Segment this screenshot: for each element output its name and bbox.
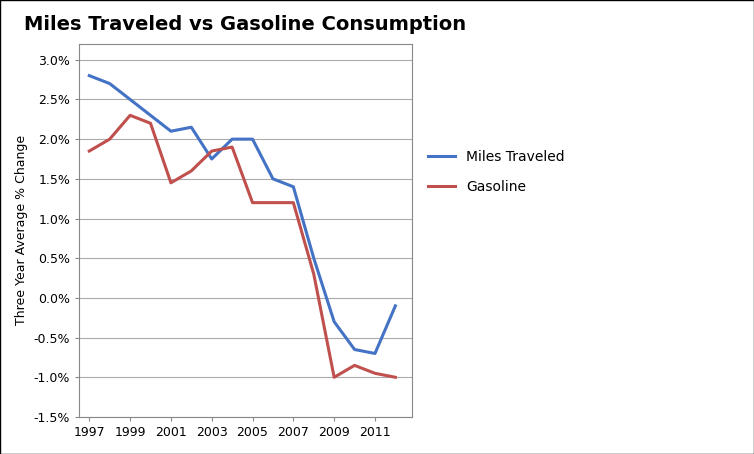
Title: Miles Traveled vs Gasoline Consumption: Miles Traveled vs Gasoline Consumption [24,15,467,34]
Gasoline [187,168,196,173]
Gasoline [248,200,257,205]
Gasoline [309,271,318,277]
Gasoline [228,144,237,150]
Gasoline [207,148,216,154]
Miles Traveled [126,97,135,102]
Gasoline [146,121,155,126]
Y-axis label: Three Year Average % Change: Three Year Average % Change [15,135,28,326]
Gasoline [268,200,277,205]
Miles Traveled [391,303,400,309]
Line: Miles Traveled: Miles Traveled [89,76,395,354]
Miles Traveled [228,136,237,142]
Miles Traveled [248,136,257,142]
Miles Traveled [187,124,196,130]
Gasoline [105,136,114,142]
Miles Traveled [207,156,216,162]
Line: Gasoline: Gasoline [89,115,395,377]
Gasoline [370,370,379,376]
Miles Traveled [167,128,176,134]
Gasoline [289,200,298,205]
Miles Traveled [268,176,277,182]
Gasoline [350,363,359,368]
Miles Traveled [289,184,298,189]
Gasoline [167,180,176,186]
Miles Traveled [146,113,155,118]
Legend: Miles Traveled, Gasoline: Miles Traveled, Gasoline [422,144,571,200]
Gasoline [84,148,93,154]
Miles Traveled [84,73,93,79]
Miles Traveled [350,347,359,352]
Miles Traveled [370,351,379,356]
Miles Traveled [309,256,318,261]
Gasoline [391,375,400,380]
Gasoline [126,113,135,118]
Miles Traveled [329,319,339,325]
Miles Traveled [105,81,114,86]
Gasoline [329,375,339,380]
